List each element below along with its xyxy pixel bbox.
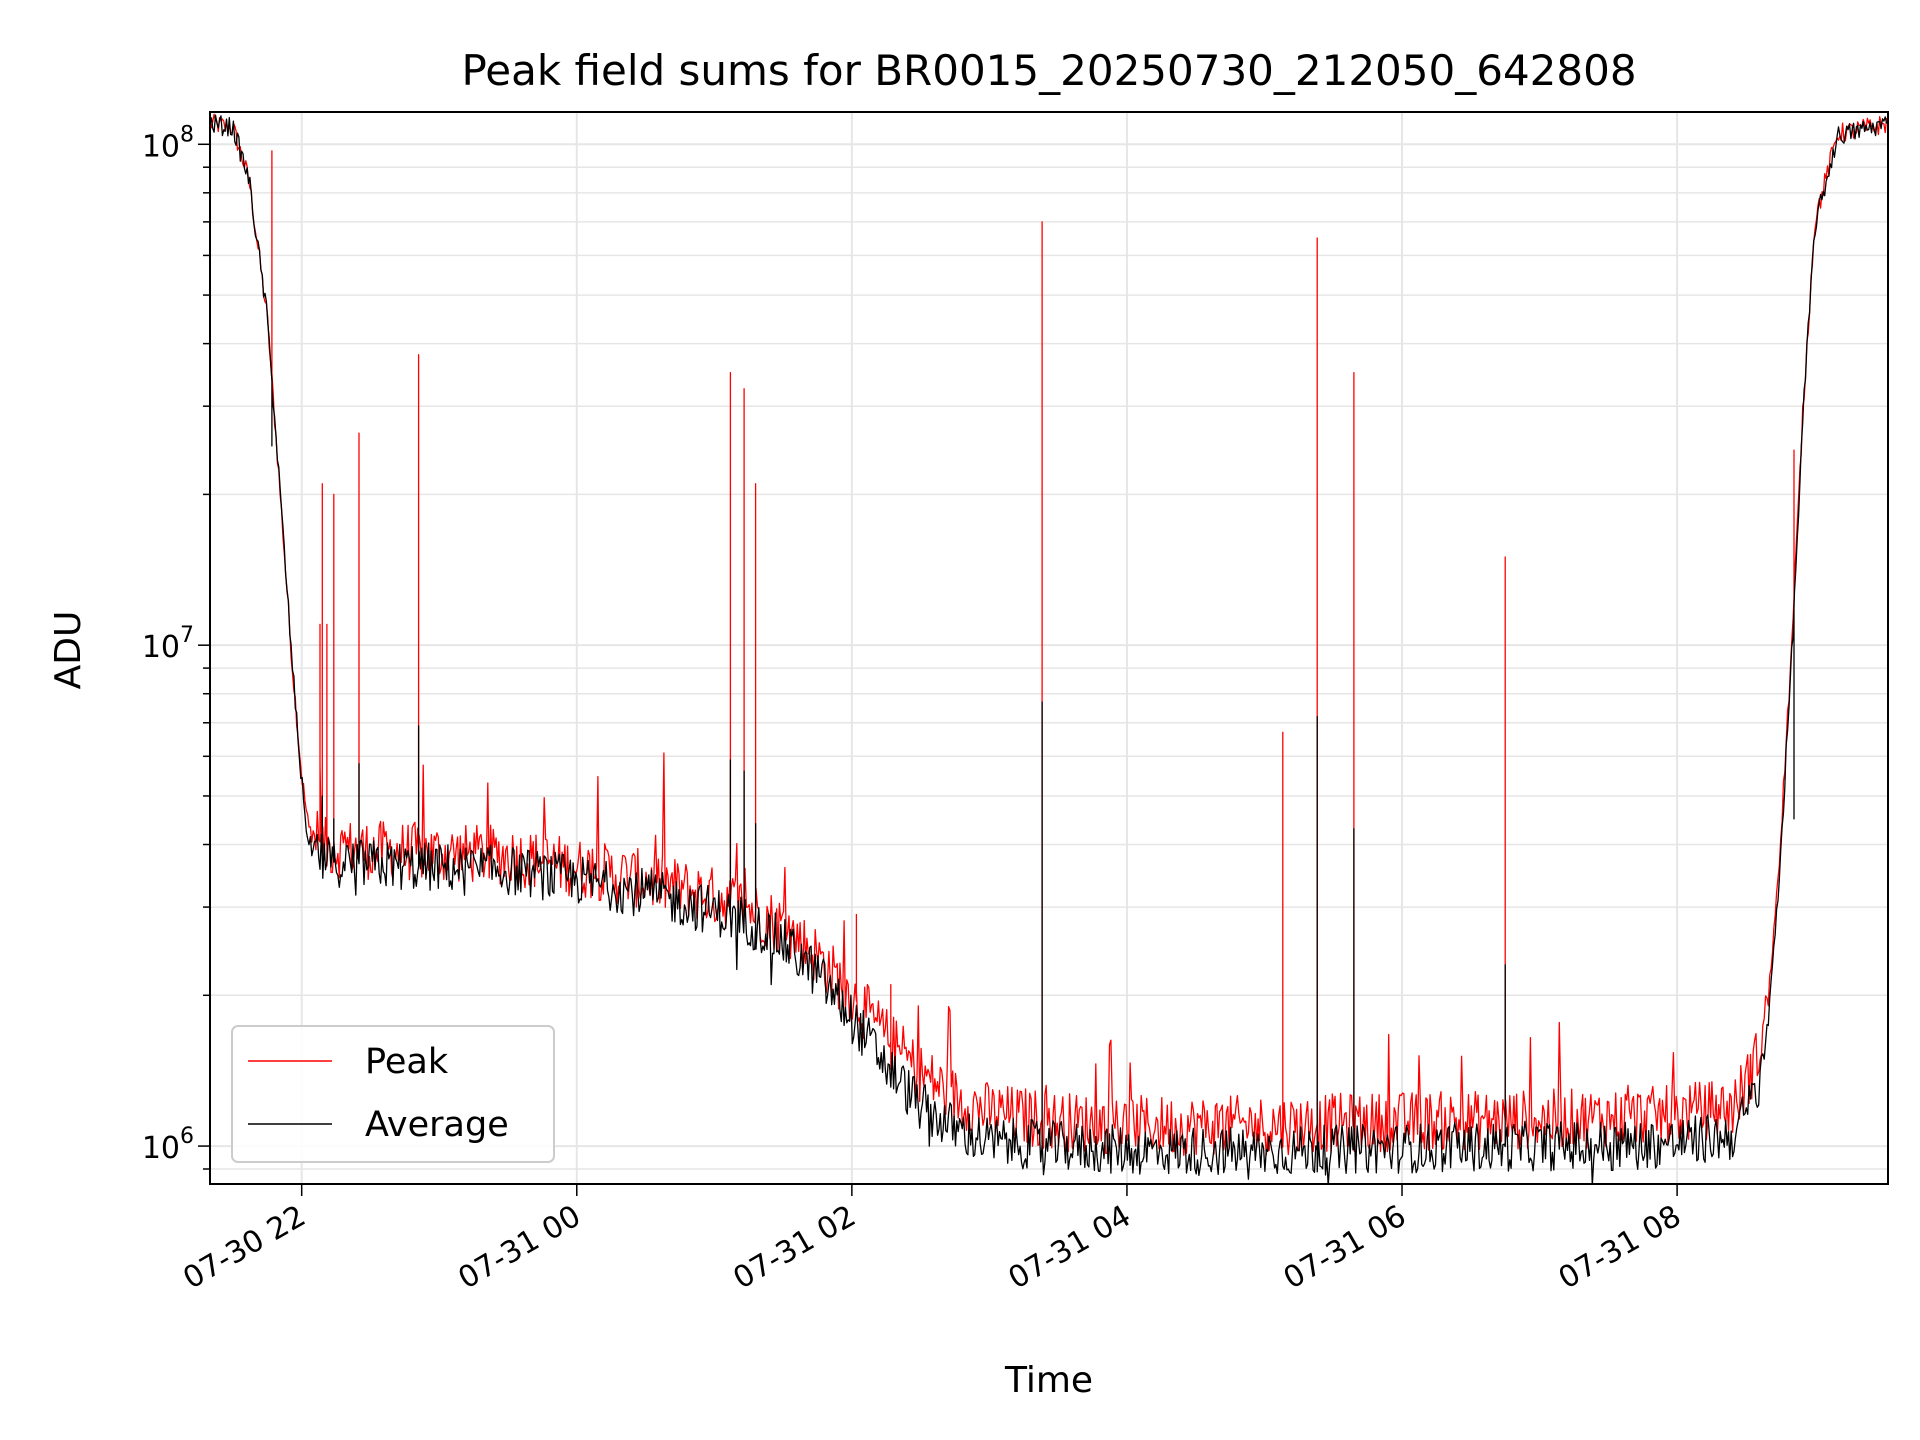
x-tick-label: 07-31 06 [1278,1199,1412,1297]
y-tick-label: 108 [142,122,194,164]
x-tick-label: 07-31 08 [1553,1199,1687,1297]
x-tick-label: 07-31 00 [452,1199,586,1297]
x-tick-label: 07-31 02 [728,1199,862,1297]
series-line-peak [210,113,1888,1156]
y-tick-label: 107 [142,623,194,665]
x-axis-label: Time [1004,1360,1093,1401]
y-tick-label: 106 [142,1124,194,1166]
grid-lines [210,112,1888,1184]
y-axis-label: ADU [48,611,89,690]
plot-frame [209,111,1889,1185]
legend-box [231,1025,555,1163]
x-tick-label: 07-31 04 [1003,1199,1137,1297]
x-axis: 07-30 22 07-31 00 07-31 02 07-31 04 07-31 06… [177,1184,1687,1296]
plot-area [210,113,1888,1184]
x-tick-label: 07-30 22 [177,1199,311,1297]
legend-label-peak: Peak [365,1042,449,1082]
series-line-average [210,114,1888,1184]
legend: Peak Average [231,1025,555,1163]
y-axis: 106 107 108 [142,122,210,1170]
legend-label-average: Average [365,1105,509,1145]
chart-title: Peak field sums for BR0015_20250730_2120… [461,46,1636,95]
